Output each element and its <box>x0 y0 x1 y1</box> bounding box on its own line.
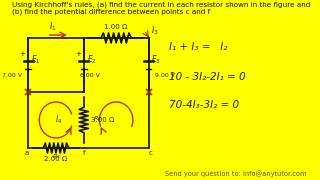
Text: c: c <box>148 150 152 156</box>
Text: $E_2$: $E_2$ <box>86 54 96 66</box>
Text: 1.00 Ω: 1.00 Ω <box>105 24 128 30</box>
Text: 3.00 Ω: 3.00 Ω <box>91 117 115 123</box>
Text: $I_3$: $I_3$ <box>151 24 159 37</box>
Text: f: f <box>83 150 85 156</box>
Text: 7.00 V: 7.00 V <box>2 73 22 78</box>
Text: 9.00 V: 9.00 V <box>155 73 175 78</box>
Text: 10 - 3I₂-2I₁ = 0: 10 - 3I₂-2I₁ = 0 <box>169 72 246 82</box>
Text: a: a <box>24 150 28 156</box>
Text: $E_1$: $E_1$ <box>31 54 41 66</box>
Text: Send your question to: info@anytutor.com: Send your question to: info@anytutor.com <box>164 170 306 177</box>
Text: $E_3$: $E_3$ <box>151 54 161 66</box>
Text: $I_4$: $I_4$ <box>55 114 62 126</box>
Text: Using Kirchhoff's rules, (a) find the current in each resistor shown in the figu: Using Kirchhoff's rules, (a) find the cu… <box>12 1 311 15</box>
Text: $I_1$: $I_1$ <box>49 20 56 33</box>
Text: 2.00 Ω: 2.00 Ω <box>44 156 68 162</box>
Text: I₁ + I₃ =   I₂: I₁ + I₃ = I₂ <box>169 42 228 52</box>
Text: +: + <box>75 51 81 57</box>
Text: 6.00 V: 6.00 V <box>80 73 100 78</box>
Text: $R_2$: $R_2$ <box>93 114 102 123</box>
Text: 70-4I₃-3I₂ = 0: 70-4I₃-3I₂ = 0 <box>169 100 239 110</box>
Text: $R_3$: $R_3$ <box>52 152 60 161</box>
Text: +: + <box>20 51 26 57</box>
